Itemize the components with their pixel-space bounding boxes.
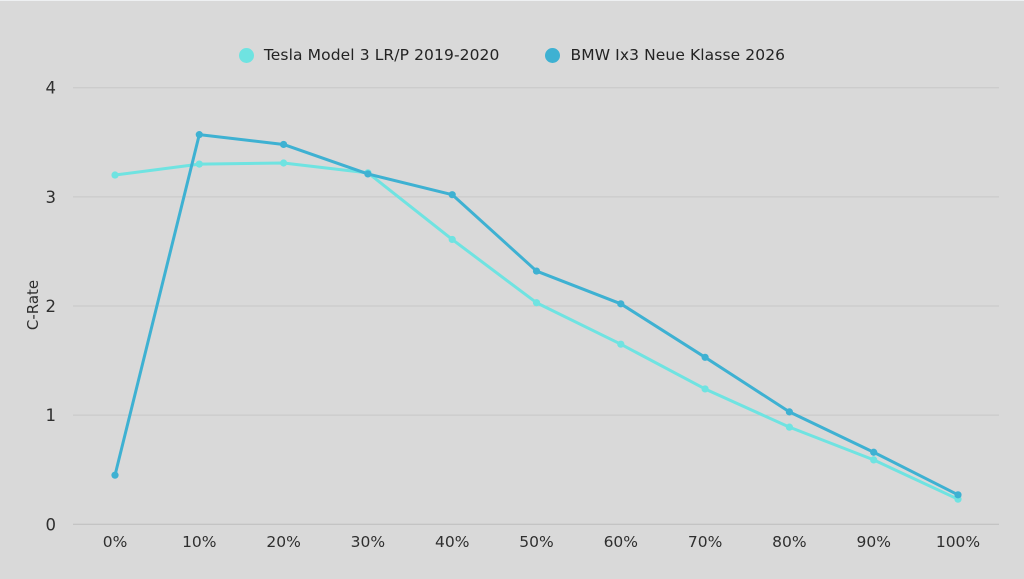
data-point-s1-20% xyxy=(280,140,288,149)
data-point-s1-10% xyxy=(195,131,203,139)
y-tick-label-3: 3 xyxy=(46,188,57,207)
data-point-s1-30% xyxy=(364,170,372,178)
legend-dot-bmw-icon xyxy=(545,47,561,63)
x-tick-label-70: 70% xyxy=(688,533,722,551)
chart-legend: Tesla Model 3 LR/P 2019-2020 BMW Ix3 Neu… xyxy=(0,46,1024,64)
legend-dot-tesla-icon xyxy=(238,47,254,63)
x-tick-label-80: 80% xyxy=(772,533,806,551)
data-point-s1-50% xyxy=(532,267,541,275)
data-point-s0-50% xyxy=(532,299,541,307)
data-point-s1-60% xyxy=(617,300,625,308)
y-tick-label-2: 2 xyxy=(46,297,57,316)
data-point-s0-90% xyxy=(870,456,878,464)
y-tick-label-1: 1 xyxy=(46,406,57,425)
data-point-s1-40% xyxy=(448,191,456,199)
legend-label-tesla: Tesla Model 3 LR/P 2019-2020 xyxy=(263,46,500,64)
data-point-s0-60% xyxy=(617,340,625,348)
data-point-s0-40% xyxy=(448,235,456,244)
legend-item-bmw[interactable]: BMW Ix3 Neue Klasse 2026 xyxy=(545,46,785,64)
data-point-s1-70% xyxy=(701,353,709,361)
x-tick-label-10: 10% xyxy=(182,533,216,551)
x-tick-label-0: 0% xyxy=(103,533,128,551)
data-point-s0-80% xyxy=(785,423,794,431)
data-point-s1-100% xyxy=(954,491,962,499)
data-point-s0-20% xyxy=(280,159,288,167)
x-tick-label-40: 40% xyxy=(435,533,469,551)
x-tick-label-100: 100% xyxy=(936,533,980,551)
data-point-s0-70% xyxy=(701,385,709,393)
x-tick-label-90: 90% xyxy=(856,533,890,551)
legend-item-tesla[interactable]: Tesla Model 3 LR/P 2019-2020 xyxy=(238,46,500,64)
data-point-s1-0% xyxy=(111,471,119,479)
x-tick-label-30: 30% xyxy=(351,533,385,551)
series-line-0 xyxy=(113,161,960,501)
x-tick-label-50: 50% xyxy=(519,533,553,551)
y-tick-label-4: 4 xyxy=(46,79,57,98)
data-point-s0-0% xyxy=(111,171,119,179)
data-point-s1-90% xyxy=(870,448,878,456)
x-tick-label-20: 20% xyxy=(266,533,300,551)
y-tick-label-0: 0 xyxy=(46,515,57,534)
data-point-s0-10% xyxy=(195,160,203,168)
series-line-1 xyxy=(113,133,960,497)
y-axis-title: C-Rate xyxy=(24,280,42,330)
data-point-s1-80% xyxy=(785,408,794,416)
legend-label-bmw: BMW Ix3 Neue Klasse 2026 xyxy=(570,46,786,64)
x-tick-label-60: 60% xyxy=(604,533,638,551)
